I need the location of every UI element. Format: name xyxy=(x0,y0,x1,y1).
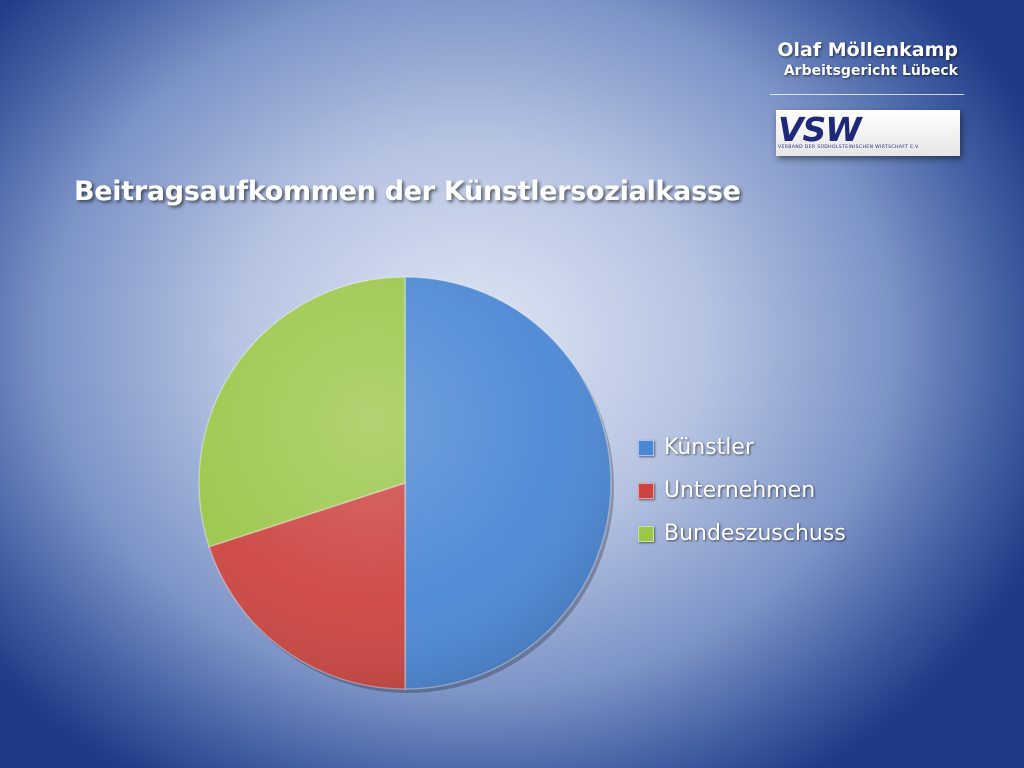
pie-slice-künstler xyxy=(404,276,612,690)
legend-label: Künstler xyxy=(664,435,754,460)
legend-label: Unternehmen xyxy=(664,478,816,503)
legend-label: Bundeszuschuss xyxy=(664,521,846,546)
legend-swatch xyxy=(638,482,654,499)
chart-legend: Künstler Unternehmen Bundeszuschuss xyxy=(638,426,846,555)
header-block: Olaf Möllenkamp Arbeitsgericht Lübeck xyxy=(758,38,958,80)
author-organization: Arbeitsgericht Lübeck xyxy=(783,63,958,79)
vsw-logo-caption: VERBAND DER SÜDHOLSTEINISCHEN WIRTSCHAFT… xyxy=(778,145,920,150)
chart-title: Beitragsaufkommen der Künstlersozialkass… xyxy=(74,176,741,207)
legend-swatch xyxy=(638,439,654,456)
legend-item-kuenstler: Künstler xyxy=(638,426,846,469)
author-name: Olaf Möllenkamp xyxy=(777,39,958,61)
header-divider xyxy=(770,94,964,95)
legend-swatch xyxy=(638,525,654,542)
legend-item-bundeszuschuss: Bundeszuschuss xyxy=(638,512,846,555)
vsw-logo-letters: VSW xyxy=(778,110,863,149)
legend-item-unternehmen: Unternehmen xyxy=(638,469,846,512)
vsw-logo: VSW VERBAND DER SÜDHOLSTEINISCHEN WIRTSC… xyxy=(776,110,960,156)
